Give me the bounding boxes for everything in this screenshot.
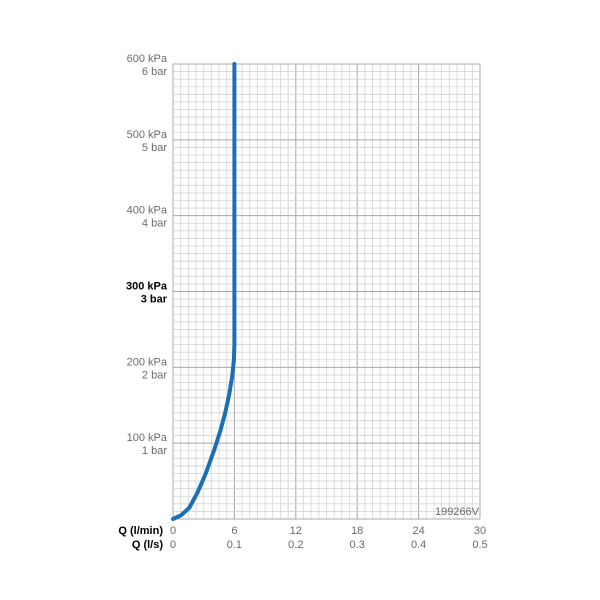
grid bbox=[172, 63, 481, 520]
y-tick-label-kpa: 600 kPa bbox=[127, 53, 168, 65]
x-tick-label-lmin: 30 bbox=[474, 525, 486, 537]
y-tick-label-kpa: 200 kPa bbox=[127, 356, 168, 368]
y-tick-label-bar: 2 bar bbox=[142, 369, 167, 381]
flow-curve bbox=[171, 62, 237, 521]
x-tick-label-ls: 0.2 bbox=[288, 539, 303, 551]
y-tick-label-kpa: 400 kPa bbox=[127, 205, 168, 217]
x-tick-label-ls: 0.4 bbox=[411, 539, 426, 551]
x-tick-label-lmin: 18 bbox=[351, 525, 363, 537]
y-tick-label-kpa: 500 kPa bbox=[127, 129, 168, 141]
y-tick-label-bar: 4 bar bbox=[142, 218, 167, 230]
x-axis-label-lmin: Q (l/min) bbox=[118, 525, 163, 537]
x-tick-label-ls: 0.3 bbox=[350, 539, 365, 551]
y-tick-label-bar: 3 bar bbox=[141, 294, 168, 306]
x-tick-label-lmin: 12 bbox=[290, 525, 302, 537]
x-tick-label-lmin: 0 bbox=[170, 525, 176, 537]
x-tick-label-lmin: 6 bbox=[231, 525, 237, 537]
x-axis-label-ls: Q (l/s) bbox=[132, 539, 164, 551]
x-tick-label-lmin: 24 bbox=[412, 525, 424, 537]
x-tick-label-ls: 0.5 bbox=[472, 539, 487, 551]
series-layer bbox=[171, 62, 237, 521]
y-tick-label-bar: 6 bar bbox=[142, 66, 167, 78]
y-tick-label-bar: 1 bar bbox=[142, 445, 167, 457]
x-tick-label-ls: 0.1 bbox=[227, 539, 242, 551]
chart-code-label: 199266V bbox=[435, 506, 480, 518]
x-axis-ticks: 0 0 6 0.1 12 0.2 18 0.3 24 0.4 30 0.5 bbox=[170, 525, 488, 551]
y-tick-label-bar: 5 bar bbox=[142, 142, 167, 154]
y-tick-label-kpa: 300 kPa bbox=[126, 281, 168, 293]
y-tick-label-kpa: 100 kPa bbox=[127, 432, 168, 444]
x-tick-label-ls: 0 bbox=[170, 539, 176, 551]
